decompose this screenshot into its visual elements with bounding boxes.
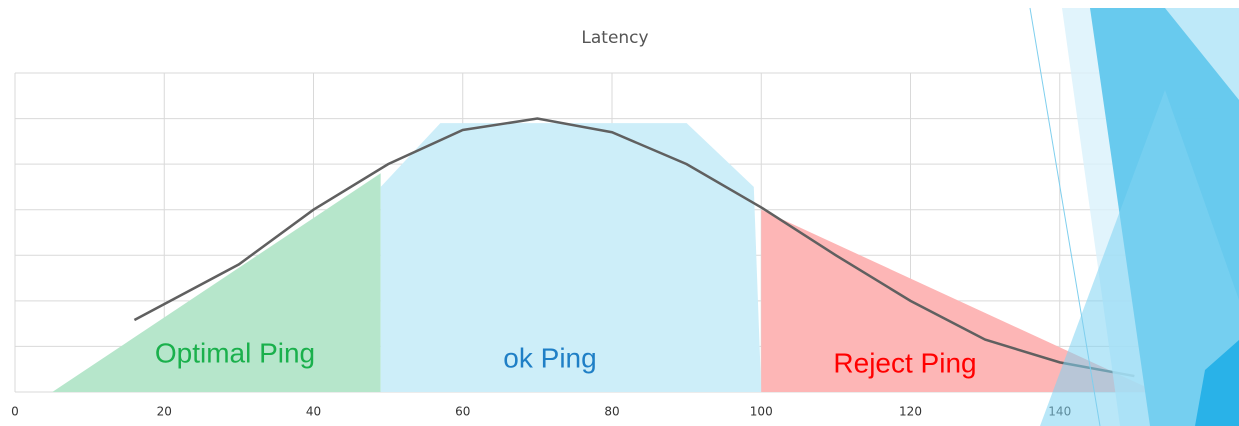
x-tick-label: 40: [306, 405, 321, 419]
x-tick-label: 20: [157, 405, 172, 419]
x-tick-label: 60: [455, 405, 470, 419]
region-label: Reject Ping: [833, 347, 976, 378]
region-label: ok Ping: [503, 342, 596, 373]
chart: Latency 0 20 40 60 80 100 120 140 160 Optimal Pin…: [0, 0, 1239, 426]
x-tick-label: 160: [1198, 405, 1221, 419]
x-tick-label: 100: [750, 405, 773, 419]
region-label: Optimal Ping: [155, 337, 315, 368]
x-tick-label: 80: [604, 405, 619, 419]
x-tick-label: 0: [11, 405, 19, 419]
page: Latency 0 20 40 60 80 100 120 140 160 Optimal Pin…: [0, 0, 1239, 426]
chart-title: Latency: [581, 28, 648, 48]
x-tick-label: 120: [899, 405, 922, 419]
x-tick-label: 140: [1048, 405, 1071, 419]
